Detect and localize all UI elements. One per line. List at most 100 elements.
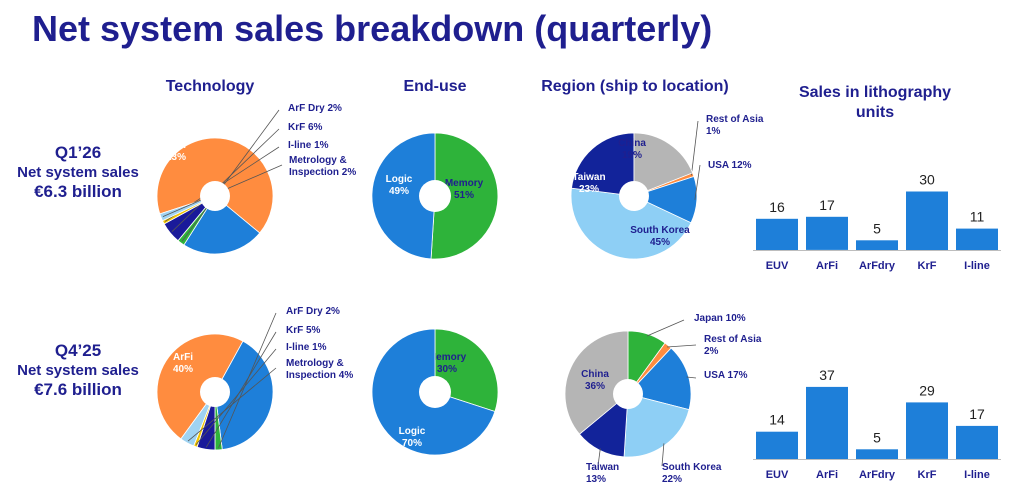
bar-category-arfdry: ArFdry <box>859 260 896 272</box>
bar-category-krf: KrF <box>918 260 937 272</box>
slice-label-logic: Logic 49% <box>386 174 413 197</box>
bar-category-krf: KrF <box>918 469 937 481</box>
bar-category-i-line: I-line <box>964 260 990 272</box>
slice-label-arfi: ArFi 23% <box>166 140 186 163</box>
bar-value-krf: 29 <box>919 382 935 398</box>
slice-china <box>633 132 694 197</box>
bar-euv <box>756 218 798 250</box>
pie-end-use-q1-26: Memory 51% Logic 49% <box>371 132 499 260</box>
page-title: Net system sales breakdown (quarterly) <box>32 8 713 49</box>
bar-category-euv: EUV <box>766 260 789 272</box>
bar-arfi <box>806 386 848 460</box>
pie-region-q1-26: Rest of Asia 1% USA 12% South Korea 45% Taiwa… <box>570 114 764 260</box>
donut-hole <box>619 181 649 211</box>
bar-category-arfi: ArFi <box>816 260 838 272</box>
leader-line-krf <box>205 331 277 448</box>
slice-euv <box>156 333 244 440</box>
slice-label-taiwan: Taiwan 23% <box>572 172 605 195</box>
slice-label-memory: Memory 30% <box>428 352 467 375</box>
slice-south-korea <box>570 187 692 260</box>
leader-line-usa <box>694 164 701 200</box>
slice-logic <box>371 132 436 260</box>
bar-arfi <box>806 216 848 250</box>
donut-hole <box>419 180 451 212</box>
bar-arfdry <box>856 240 898 251</box>
end-use-header: End-use <box>403 78 467 95</box>
slice-label-usa: USA 12% <box>708 160 752 171</box>
slice-label-i-line: I-line 1% <box>286 342 327 353</box>
slice-label-south-korea: South Korea 45% <box>630 225 690 248</box>
period-sales-value: €6.3 billion <box>34 182 122 201</box>
bar-category-i-line: I-line <box>964 469 990 481</box>
pie-region-q4-25: Japan 10% Rest of Asia 2% USA 17% South Kore… <box>564 313 762 485</box>
bar-value-i-line: 17 <box>969 406 985 422</box>
leader-line-krf <box>171 128 280 232</box>
period-sales-label: Net system sales <box>17 362 139 379</box>
donut-hole <box>613 379 643 409</box>
units-header-line2: units <box>855 104 895 121</box>
bar-krf <box>906 402 948 459</box>
slice-metrology-inspection <box>159 195 216 222</box>
slice-label-china: China 19% <box>618 138 646 161</box>
period-sales-value: €7.6 billion <box>34 380 122 399</box>
slice-label-arf-dry: ArF Dry 2% <box>288 103 342 114</box>
bar-value-arfdry: 5 <box>873 220 881 236</box>
leader-line-arf-dry <box>218 312 277 449</box>
bar-krf <box>906 191 948 250</box>
slice-label-krf: KrF 6% <box>288 122 323 133</box>
bar-category-arfi: ArFi <box>816 469 838 481</box>
slice-label-memory: Memory 51% <box>445 178 484 201</box>
period-label-q4-25: Q4’25 Net system sales €7.6 billion <box>0 341 156 400</box>
leader-line-south-korea <box>661 443 665 467</box>
bar-category-arfdry: ArFdry <box>859 469 896 481</box>
slice-taiwan <box>571 132 635 197</box>
period-label-q1-26: Q1’26 Net system sales €6.3 billion <box>0 143 156 202</box>
slice-label-south-korea: South Korea 22% <box>662 462 722 485</box>
leader-line-rest-of-asia <box>691 120 699 176</box>
bar-i-line <box>956 228 998 250</box>
period-quarter: Q4’25 <box>54 341 102 360</box>
donut-hole <box>200 181 230 211</box>
bar-value-euv: 14 <box>769 412 785 428</box>
bar-value-arfi: 17 <box>819 197 835 213</box>
leader-line-i-line <box>195 348 277 445</box>
slice-arfi <box>183 195 261 255</box>
slice-label-china: China 36% <box>581 369 609 392</box>
bar-i-line <box>956 425 998 459</box>
pie-end-use-q4-25: Memory 30% Logic 70% <box>371 328 499 456</box>
bar-value-i-line: 11 <box>970 209 985 225</box>
period-sales-label: Net system sales <box>17 164 139 181</box>
bar-arfdry <box>856 449 898 460</box>
technology-header: Technology <box>165 78 255 95</box>
slice-label-taiwan: Taiwan 13% <box>586 462 619 485</box>
bar-value-arfi: 37 <box>819 367 835 383</box>
slice-label-usa: USA 17% <box>704 370 748 381</box>
bar-chart-sales-in-lithography-units-q1-26: 16 EUV 17 ArFi 5 ArFdry 30 KrF 11 I-line <box>753 172 1001 272</box>
bar-value-arfdry: 5 <box>873 429 881 445</box>
donut-hole <box>200 377 230 407</box>
slice-label-krf: KrF 5% <box>286 325 321 336</box>
slice-label-rest-of-asia: Rest of Asia 1% <box>706 114 764 137</box>
units-header: Sales in lithography units <box>770 83 980 123</box>
leader-line-rest-of-asia <box>666 344 697 348</box>
donut-hole <box>419 376 451 408</box>
bar-euv <box>756 431 798 459</box>
slice-label-arf-dry: ArF Dry 2% <box>286 306 340 317</box>
slice-label-i-line: I-line 1% <box>288 140 329 151</box>
slice-label-japan: Japan 10% <box>694 313 746 324</box>
bar-category-euv: EUV <box>766 469 789 481</box>
leader-line-japan <box>646 319 685 337</box>
slice-label-arfi: ArFi 40% <box>173 352 193 375</box>
period-quarter: Q1’26 <box>54 143 102 162</box>
slice-label-metrology-inspection: Metrology & Inspection 4% <box>286 358 353 381</box>
region-header: Region (ship to location) <box>541 78 729 95</box>
slice-china <box>564 330 629 435</box>
slice-metrology-inspection <box>180 391 216 447</box>
slice-south-korea <box>623 393 690 458</box>
slice-label-metrology-inspection: Metrology & Inspection 2% <box>289 155 356 178</box>
units-header-line1: Sales in lithography <box>798 84 952 101</box>
slice-memory <box>430 132 499 260</box>
